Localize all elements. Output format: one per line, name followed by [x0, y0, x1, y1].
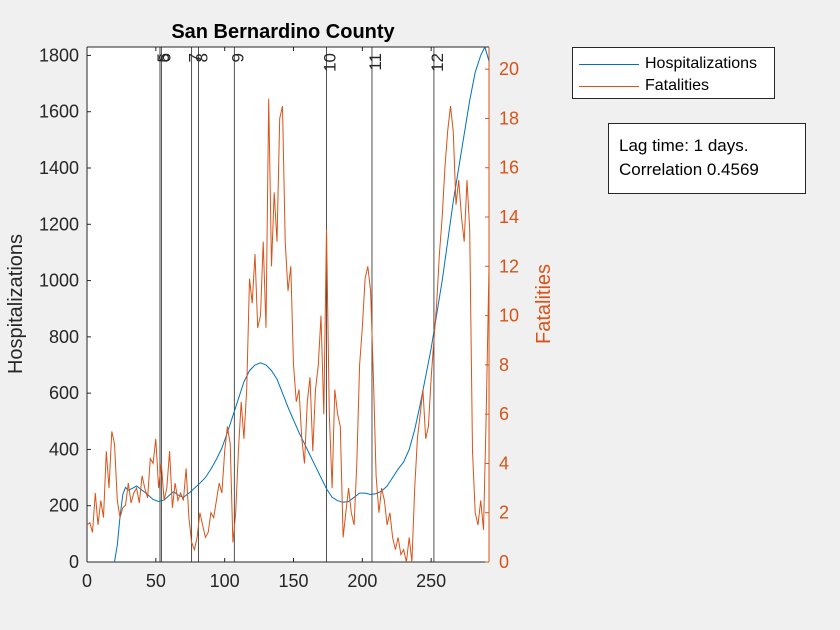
y-right-tick-label: 18 — [499, 108, 519, 128]
y-right-tick-label: 20 — [499, 59, 519, 79]
y-right-tick-label: 14 — [499, 207, 519, 227]
y-right-tick-label: 12 — [499, 256, 519, 276]
y-axis-right-label: Fatalities — [533, 264, 555, 344]
y-right-tick-label: 16 — [499, 158, 519, 178]
y-right-tick-label: 10 — [499, 306, 519, 326]
event-line-label: 7 — [186, 53, 205, 62]
x-tick-label: 50 — [146, 571, 166, 591]
y-left-tick-label: 1600 — [39, 102, 79, 122]
correlation-text: Correlation 0.4569 — [619, 160, 759, 179]
x-tick-label: 0 — [82, 571, 92, 591]
y-right-tick-label: 8 — [499, 355, 509, 375]
legend-label-fatalities: Fatalities — [645, 77, 710, 94]
y-axis-left-label: Hospitalizations — [5, 234, 27, 374]
plot-area: 56 78 9 10 11 120 50 100 150 200 25002004006008001… — [39, 45, 519, 591]
x-tick-label: 200 — [347, 571, 377, 591]
y-left-tick-label: 1800 — [39, 45, 79, 65]
series-line-fatalities — [87, 98, 489, 562]
event-line-label: 10 — [321, 53, 340, 72]
x-tick-label: 250 — [416, 571, 446, 591]
chart-title: San Bernardino County — [171, 21, 395, 43]
chart-marks — [87, 47, 489, 562]
event-line-label: 8 — [193, 53, 212, 62]
plot-background — [87, 47, 489, 562]
x-tick-label: 150 — [278, 571, 308, 591]
y-left-tick-label: 1200 — [39, 214, 79, 234]
y-right-tick-label: 0 — [499, 552, 509, 572]
event-line-label: 5 — [154, 53, 173, 62]
series-group — [87, 47, 489, 562]
event-line-label: 9 — [228, 53, 247, 62]
legend-swatch-fatalities — [579, 86, 639, 87]
y-left-tick-label: 0 — [69, 552, 79, 572]
stats-annotation: Lag time: 1 days. Correlation 0.4569 — [608, 123, 806, 194]
y-left-tick-label: 400 — [49, 439, 79, 459]
y-left-tick-label: 600 — [49, 383, 79, 403]
event-line-label: 6 — [155, 53, 174, 62]
chart-legend: Hospitalizations Fatalities — [572, 47, 775, 99]
y-left-tick-label: 800 — [49, 327, 79, 347]
y-right-tick-label: 2 — [499, 503, 509, 523]
legend-swatch-hospitalizations — [579, 64, 639, 65]
y-right-tick-label: 4 — [499, 453, 509, 473]
lag-time-text: Lag time: 1 days. — [619, 136, 749, 155]
legend-label-hospitalizations: Hospitalizations — [645, 55, 758, 72]
event-line-label: 12 — [428, 53, 447, 72]
y-left-tick-label: 1000 — [39, 271, 79, 291]
y-left-tick-label: 1400 — [39, 158, 79, 178]
y-right-tick-label: 6 — [499, 404, 509, 424]
x-tick-label: 100 — [210, 571, 240, 591]
y-left-tick-label: 200 — [49, 496, 79, 516]
event-line-label: 11 — [366, 53, 385, 71]
